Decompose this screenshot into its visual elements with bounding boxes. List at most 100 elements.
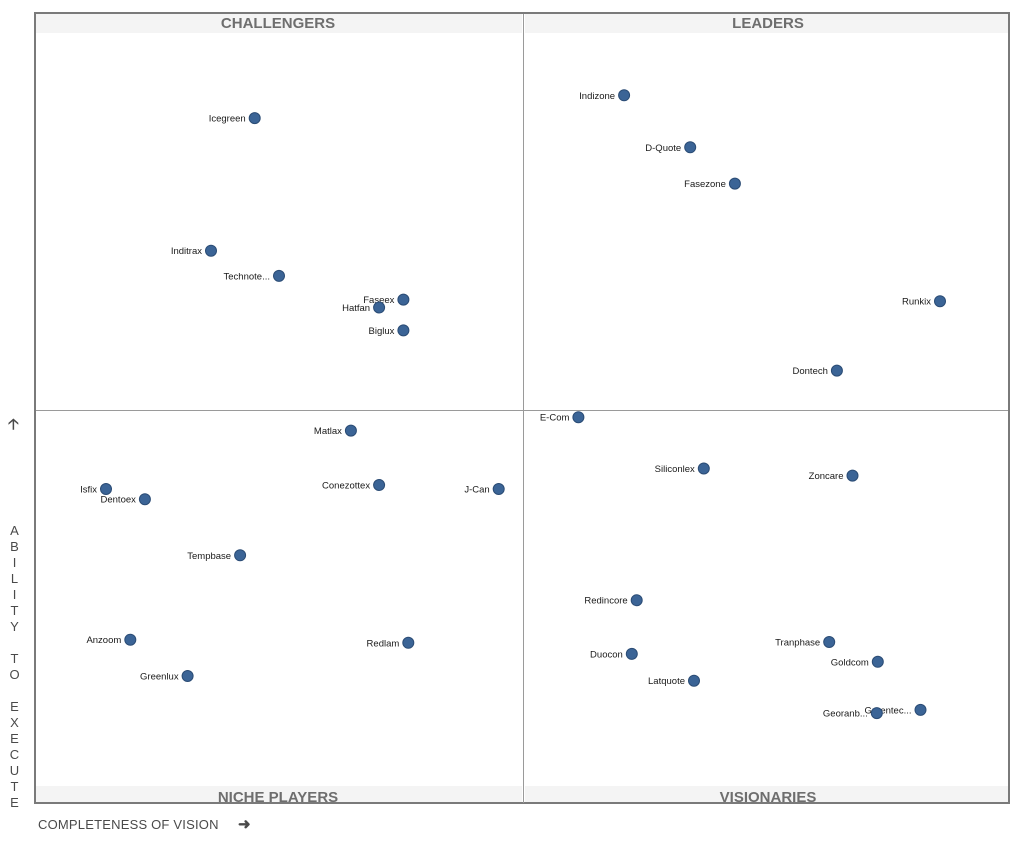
data-point-label: Icegreen — [209, 114, 246, 125]
point-hatfan: Hatfan — [342, 301, 386, 314]
quadrant-title-bands — [36, 14, 1008, 802]
data-point-marker — [728, 177, 741, 190]
data-point-marker — [397, 293, 410, 306]
data-point-label: Runkix — [902, 297, 931, 308]
data-point-marker — [397, 324, 410, 337]
data-point-label: Dentoex — [101, 495, 137, 506]
point-j-can: J-Can — [464, 483, 505, 496]
quadrant-title-visionaries: VISIONARIES — [720, 789, 817, 806]
data-point-label: Hatfan — [342, 303, 370, 314]
data-point-marker — [618, 89, 631, 102]
quadrant-title-challengers: CHALLENGERS — [221, 15, 335, 32]
data-point-label: Anzoom — [86, 635, 121, 646]
visionaries-band — [525, 786, 1008, 802]
x-axis-label: COMPLETENESS OF VISION — [38, 817, 219, 832]
data-point-label: Tranphase — [775, 638, 820, 649]
point-fasezone: Fasezone — [684, 177, 741, 190]
data-point-marker — [124, 633, 137, 646]
data-point-marker — [402, 636, 415, 649]
point-greenlux: Greenlux — [140, 670, 194, 683]
data-point-label: Siliconlex — [655, 464, 695, 475]
data-point-label: Greentec... — [865, 705, 912, 716]
right-arrow-icon: ➜ — [238, 816, 251, 833]
point-georanb: Georanb... — [823, 707, 883, 720]
data-point-marker — [492, 483, 505, 495]
point-greentec: Greentec... — [865, 703, 927, 716]
data-point-label: Greenlux — [140, 672, 179, 683]
data-point-label: Goldcom — [831, 657, 869, 668]
data-point-label: E-Com — [540, 413, 570, 424]
point-goldcom: Goldcom — [831, 655, 884, 668]
data-point-label: Faseex — [363, 295, 394, 306]
data-point-marker — [181, 670, 194, 682]
data-point-label: Redlam — [367, 638, 400, 649]
point-isfix: Isfix — [80, 483, 112, 496]
point-inditrax: Inditrax — [171, 244, 217, 257]
point-icegreen: Icegreen — [209, 112, 261, 125]
niche-players-band — [36, 786, 522, 802]
point-duocon: Duocon — [590, 647, 638, 660]
data-point-marker — [871, 655, 884, 668]
point-latquote: Latquote — [648, 674, 700, 687]
data-point-marker — [273, 269, 285, 282]
point-biglux: Biglux — [369, 324, 410, 337]
data-point-label: Matlax — [314, 426, 342, 437]
data-point-marker — [344, 424, 357, 437]
data-point-marker — [697, 462, 710, 475]
data-point-label: Dontech — [793, 366, 828, 377]
data-point-label: Zoncare — [809, 471, 844, 482]
point-zoncare: Zoncare — [809, 469, 859, 482]
data-point-label: Fasezone — [684, 179, 726, 190]
data-point-marker — [625, 647, 638, 660]
point-dontech: Dontech — [793, 364, 843, 377]
point-dentoex: Dentoex — [101, 493, 151, 506]
data-point-marker — [630, 594, 643, 607]
point-conezottex: Conezottex — [322, 479, 386, 492]
data-point-marker — [248, 112, 261, 125]
leaders-band — [525, 14, 1008, 33]
point-siliconlex: Siliconlex — [655, 462, 710, 475]
data-point-label: J-Can — [464, 485, 489, 496]
point-technote: Technote... — [224, 269, 285, 282]
data-point-label: D-Quote — [645, 143, 681, 154]
quadrant-title-niche-players: NICHE PLAYERS — [218, 789, 338, 806]
data-point-label: Georanb... — [823, 709, 868, 720]
data-point-marker — [572, 411, 585, 424]
point-matlax: Matlax — [314, 424, 357, 437]
quadrant-title-leaders: LEADERS — [732, 15, 804, 32]
data-point-marker — [830, 364, 843, 377]
data-point-label: Technote... — [224, 271, 270, 282]
point-redlam: Redlam — [367, 636, 415, 649]
data-point-marker — [100, 483, 112, 495]
data-point-label: Tempbase — [187, 551, 231, 562]
data-point-label: Conezottex — [322, 481, 370, 492]
data-point-label: Latquote — [648, 676, 685, 687]
data-point-marker — [846, 469, 859, 482]
data-point-label: Inditrax — [171, 246, 202, 257]
up-arrow-icon: 🡡 — [8, 416, 19, 433]
challengers-band — [36, 14, 522, 33]
point-tranphase: Tranphase — [775, 636, 836, 649]
data-point-marker — [688, 674, 700, 687]
point-e-com: E-Com — [540, 411, 585, 424]
data-point-marker — [823, 636, 836, 648]
data-point-marker — [138, 493, 151, 506]
data-point-label: Duocon — [590, 649, 623, 660]
data-point-marker — [684, 141, 697, 154]
data-point-marker — [205, 244, 217, 257]
y-axis-label: ABILITY TO EXECUTE — [7, 523, 22, 811]
data-point-marker — [373, 301, 386, 314]
data-point-marker — [934, 295, 946, 308]
data-point-marker — [914, 703, 927, 716]
point-d-quote: D-Quote — [645, 141, 697, 154]
point-runkix: Runkix — [902, 295, 946, 308]
chart-frame — [34, 12, 1010, 804]
data-point-label: Isfix — [80, 485, 97, 496]
data-point-marker — [373, 479, 386, 491]
point-anzoom: Anzoom — [86, 633, 137, 646]
data-point-marker — [234, 549, 247, 562]
data-point-label: Biglux — [369, 326, 395, 337]
data-point-label: Redincore — [584, 596, 627, 607]
